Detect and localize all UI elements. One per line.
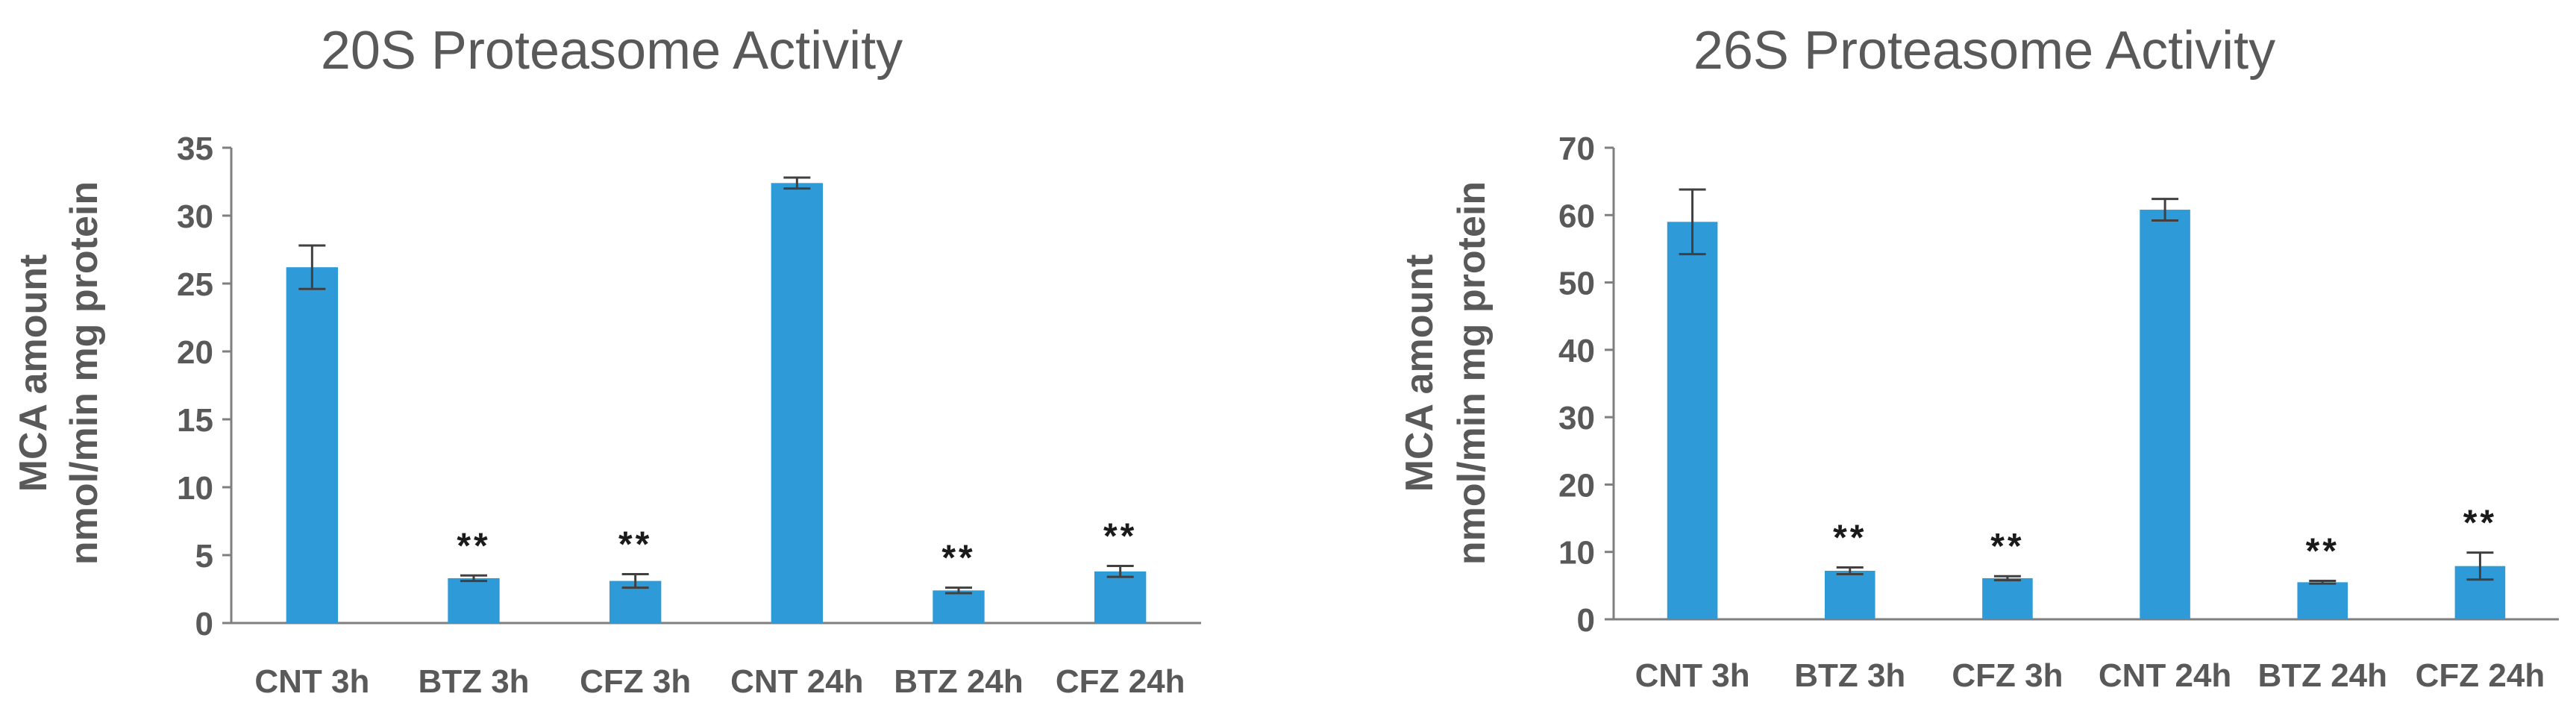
chart-title: 20S Proteasome Activity <box>321 21 903 81</box>
significance-label: ** <box>1990 527 2024 566</box>
y-axis-label-line-2: nmol/min mg protein <box>1450 181 1494 565</box>
x-tick-label: CFZ 24h <box>2416 657 2545 694</box>
significance-label: ** <box>457 526 490 566</box>
y-tick-label: 20 <box>177 334 213 371</box>
x-tick-label: CFZ 3h <box>580 663 691 700</box>
x-tick-label: CNT 3h <box>1635 657 1750 694</box>
bar <box>771 183 823 623</box>
bar <box>448 578 500 623</box>
y-tick-label: 30 <box>177 198 213 235</box>
x-tick-label: CNT 24h <box>730 663 863 700</box>
y-tick-label: 0 <box>195 606 213 642</box>
chart-20s-proteasome-activity: 20S Proteasome Activity MCA amount nmol/mi… <box>12 21 1201 700</box>
x-tick-label: BTZ 3h <box>418 663 529 700</box>
y-axis-label-line-1: MCA amount <box>12 254 55 492</box>
y-tick-label: 40 <box>1558 333 1595 369</box>
y-tick-label: 35 <box>177 131 213 167</box>
significance-label: ** <box>1833 518 1867 557</box>
y-tick-label: 20 <box>1558 467 1595 504</box>
y-tick-label: 60 <box>1558 198 1595 234</box>
y-tick-label: 25 <box>177 266 213 303</box>
y-tick-label: 0 <box>1577 602 1595 639</box>
y-tick-label: 30 <box>1558 400 1595 436</box>
significance-label: ** <box>941 539 975 578</box>
x-tick-label: CFZ 3h <box>1952 657 2063 694</box>
x-tick-label: CNT 24h <box>2099 657 2231 694</box>
x-tick-label: CNT 3h <box>254 663 369 700</box>
y-tick-label: 50 <box>1558 266 1595 302</box>
bar <box>2140 210 2190 619</box>
bar <box>1982 578 2033 619</box>
significance-label: ** <box>618 525 652 564</box>
y-tick-label: 10 <box>1558 535 1595 572</box>
bar <box>1094 571 1147 623</box>
x-tick-label: CFZ 24h <box>1056 663 1185 700</box>
bar <box>286 267 338 623</box>
y-tick-label: 10 <box>177 470 213 507</box>
x-tick-label: BTZ 24h <box>894 663 1024 700</box>
bar <box>1667 222 1718 619</box>
bar <box>2297 582 2348 619</box>
significance-label: ** <box>2306 532 2340 572</box>
chart-title: 26S Proteasome Activity <box>1693 21 2275 81</box>
y-axis-label-line-2: nmol/min mg protein <box>63 181 106 565</box>
y-tick-label: 15 <box>177 402 213 439</box>
y-axis-label-line-1: MCA amount <box>1398 254 1441 492</box>
y-tick-label: 70 <box>1558 131 1595 167</box>
bar <box>1824 570 1875 619</box>
y-tick-label: 5 <box>195 538 213 575</box>
x-tick-label: BTZ 24h <box>2257 657 2387 694</box>
significance-label: ** <box>2463 504 2497 543</box>
chart-26s-proteasome-activity: 26S Proteasome Activity MCA amount nmol/mi… <box>1398 21 2559 694</box>
x-tick-label: BTZ 3h <box>1794 657 1905 694</box>
bar <box>933 590 985 623</box>
significance-label: ** <box>1103 517 1137 557</box>
